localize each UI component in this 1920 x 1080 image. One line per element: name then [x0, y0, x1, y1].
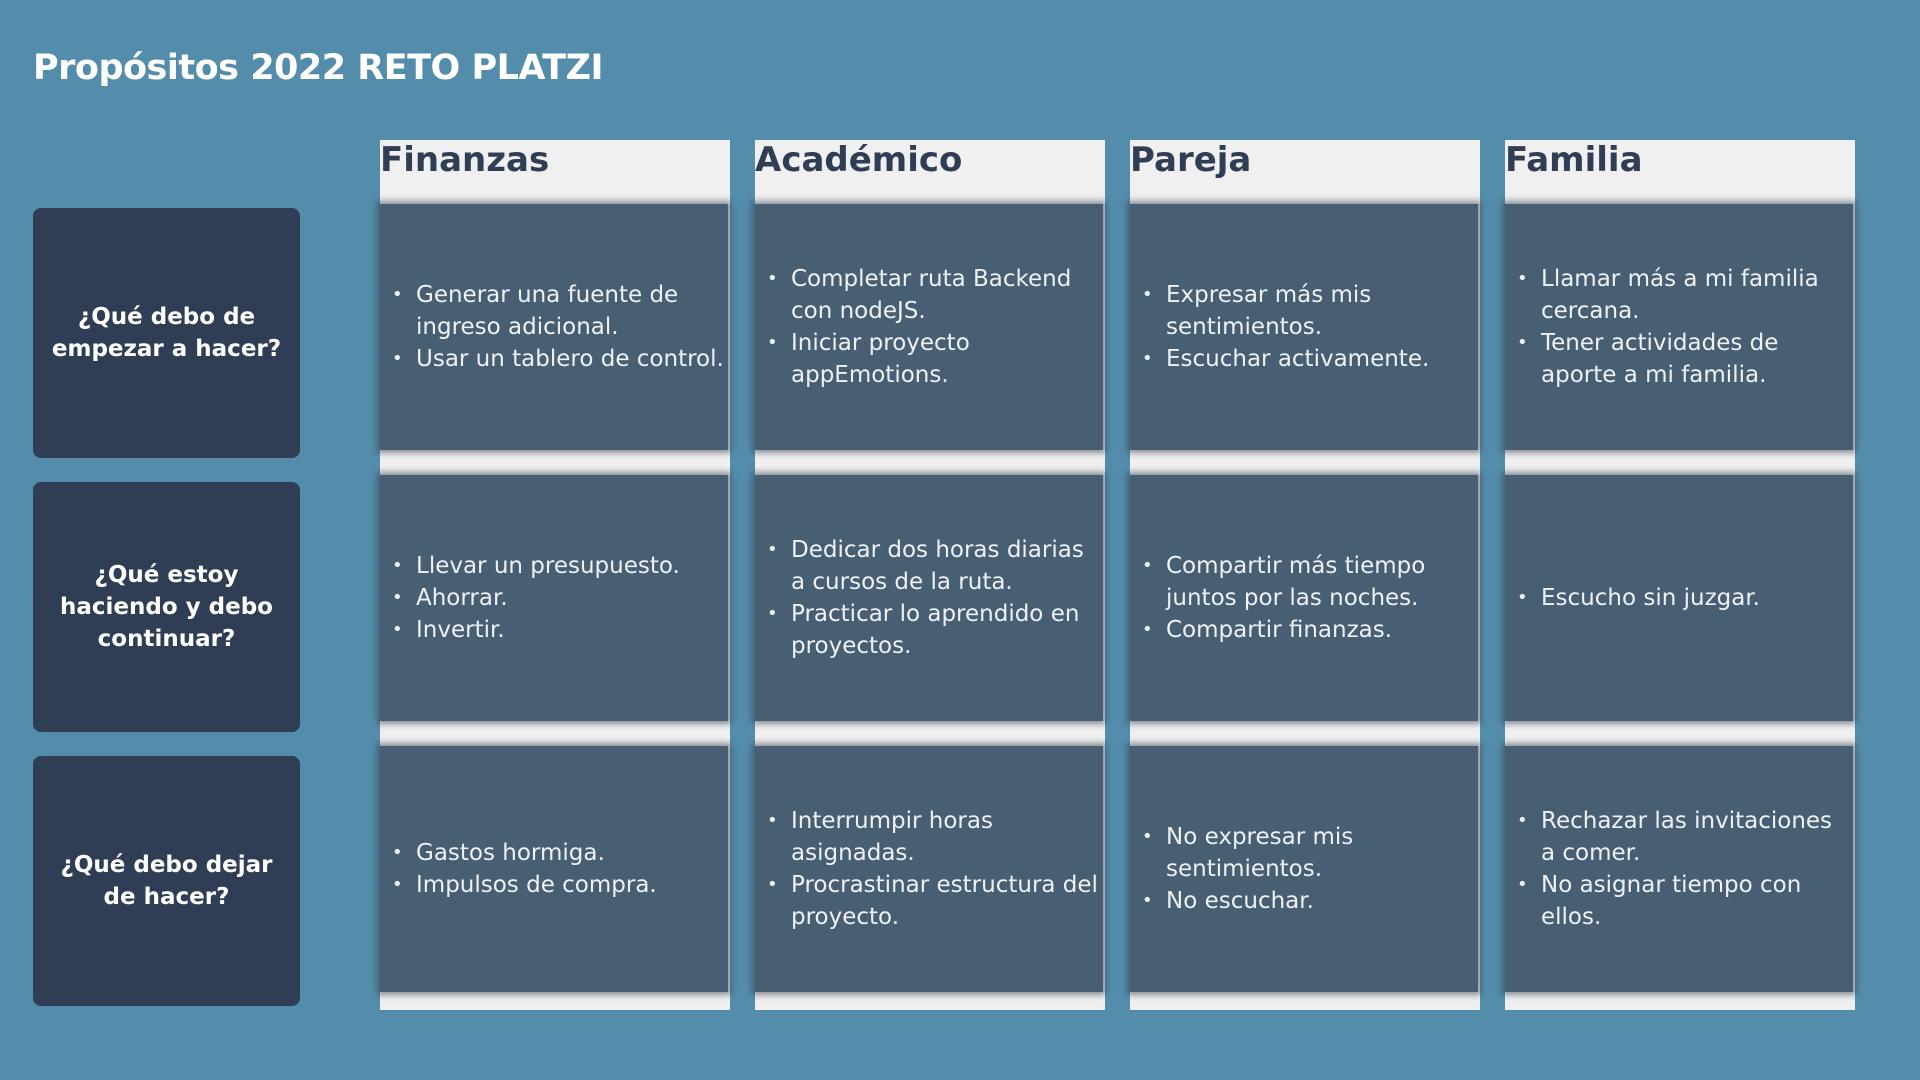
cell-pareja-stop: No expresar mis sentimientos. No escucha…: [1130, 746, 1478, 992]
column-familia: Familia Llamar más a mi familia cercana.…: [1505, 140, 1855, 1010]
column-header: Pareja: [1130, 140, 1252, 180]
list-item: Interrumpir horas asignadas.: [767, 805, 1099, 869]
column-header: Académico: [755, 140, 963, 180]
list-item: Invertir.: [392, 614, 680, 646]
list-item: No asignar tiempo con ellos.: [1517, 869, 1849, 933]
cell-academico-stop: Interrumpir horas asignadas. Procrastina…: [755, 746, 1103, 992]
cell-finanzas-start: Generar una fuente de ingreso adicional.…: [380, 204, 728, 450]
title-year: 2022: [250, 48, 346, 88]
list-item: Rechazar las invitaciones a comer.: [1517, 805, 1849, 869]
list-item: Gastos hormiga.: [392, 837, 657, 869]
column-header: Finanzas: [380, 140, 550, 180]
item-list: Completar ruta Backend con nodeJS. Inici…: [767, 263, 1099, 391]
item-list: Llamar más a mi familia cercana. Tener a…: [1517, 263, 1849, 391]
cell-finanzas-continue: Llevar un presupuesto. Ahorrar. Invertir…: [380, 475, 728, 721]
item-list: Interrumpir horas asignadas. Procrastina…: [767, 805, 1099, 933]
cell-academico-continue: Dedicar dos horas diarias a cursos de la…: [755, 475, 1103, 721]
list-item: Escucho sin juzgar.: [1517, 582, 1760, 614]
column-academico: Académico Completar ruta Backend con nod…: [755, 140, 1105, 1010]
list-item: Llamar más a mi familia cercana.: [1517, 263, 1849, 327]
list-item: Compartir finanzas.: [1142, 614, 1474, 646]
row-label-start: ¿Qué debo de empezar a hacer?: [33, 208, 300, 458]
page-title: Propósitos 2022 RETO PLATZI: [33, 48, 604, 88]
item-list: Llevar un presupuesto. Ahorrar. Invertir…: [392, 550, 680, 646]
list-item: Expresar más mis sentimientos.: [1142, 279, 1474, 343]
cell-finanzas-stop: Gastos hormiga. Impulsos de compra.: [380, 746, 728, 992]
title-prefix: Propósitos: [33, 48, 251, 88]
cell-academico-start: Completar ruta Backend con nodeJS. Inici…: [755, 204, 1103, 450]
cell-pareja-continue: Compartir más tiempo juntos por las noch…: [1130, 475, 1478, 721]
item-list: Compartir más tiempo juntos por las noch…: [1142, 550, 1474, 646]
list-item: Usar un tablero de control.: [392, 343, 724, 375]
item-list: No expresar mis sentimientos. No escucha…: [1142, 821, 1474, 917]
list-item: No expresar mis sentimientos.: [1142, 821, 1474, 885]
list-item: Llevar un presupuesto.: [392, 550, 680, 582]
list-item: Ahorrar.: [392, 582, 680, 614]
cell-familia-start: Llamar más a mi familia cercana. Tener a…: [1505, 204, 1853, 450]
column-header: Familia: [1505, 140, 1643, 180]
item-list: Expresar más mis sentimientos. Escuchar …: [1142, 279, 1474, 375]
list-item: Impulsos de compra.: [392, 869, 657, 901]
column-pareja: Pareja Expresar más mis sentimientos. Es…: [1130, 140, 1480, 1010]
list-item: Tener actividades de aporte a mi familia…: [1517, 327, 1849, 391]
item-list: Escucho sin juzgar.: [1517, 582, 1760, 614]
list-item: No escuchar.: [1142, 885, 1474, 917]
list-item: Generar una fuente de ingreso adicional.: [392, 279, 724, 343]
item-list: Dedicar dos horas diarias a cursos de la…: [767, 534, 1099, 662]
cell-familia-stop: Rechazar las invitaciones a comer. No as…: [1505, 746, 1853, 992]
list-item: Completar ruta Backend con nodeJS.: [767, 263, 1099, 327]
cell-familia-continue: Escucho sin juzgar.: [1505, 475, 1853, 721]
row-label-stop: ¿Qué debo dejar de hacer?: [33, 756, 300, 1006]
item-list: Rechazar las invitaciones a comer. No as…: [1517, 805, 1849, 933]
list-item: Practicar lo aprendido en proyectos.: [767, 598, 1099, 662]
row-label-continue: ¿Qué estoy haciendo y debo continuar?: [33, 482, 300, 732]
item-list: Gastos hormiga. Impulsos de compra.: [392, 837, 657, 901]
column-finanzas: Finanzas Generar una fuente de ingreso a…: [380, 140, 730, 1010]
item-list: Generar una fuente de ingreso adicional.…: [392, 279, 724, 375]
list-item: Compartir más tiempo juntos por las noch…: [1142, 550, 1474, 614]
list-item: Escuchar activamente.: [1142, 343, 1474, 375]
title-suffix: RETO PLATZI: [345, 48, 604, 88]
list-item: Iniciar proyecto appEmotions.: [767, 327, 1099, 391]
list-item: Procrastinar estructura del proyecto.: [767, 869, 1099, 933]
cell-pareja-start: Expresar más mis sentimientos. Escuchar …: [1130, 204, 1478, 450]
list-item: Dedicar dos horas diarias a cursos de la…: [767, 534, 1099, 598]
